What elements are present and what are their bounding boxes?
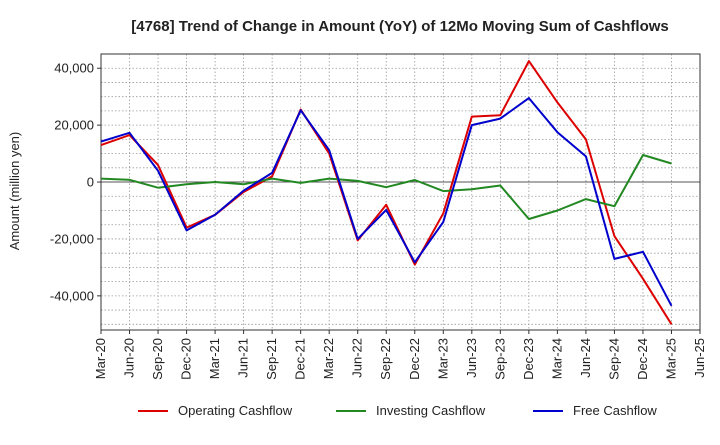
x-tick-label: Dec-21 <box>293 338 308 380</box>
x-tick-label: Jun-23 <box>464 338 479 378</box>
chart-title: [4768] Trend of Change in Amount (YoY) o… <box>131 18 669 35</box>
series-lines <box>100 60 673 325</box>
y-tick-label: 40,000 <box>54 61 94 76</box>
series-line-investing-cashflow <box>100 154 672 220</box>
legend-label: Free Cashflow <box>573 403 657 418</box>
x-tick-label: Dec-20 <box>179 338 194 380</box>
y-tick-label: -40,000 <box>50 288 94 303</box>
series-line-operating-cashflow <box>100 60 673 325</box>
x-tick-label: Dec-24 <box>635 338 650 380</box>
x-tick-label: Mar-21 <box>207 338 222 379</box>
y-axis-title: Amount (million yen) <box>7 132 22 251</box>
y-tick-label: 20,000 <box>54 118 94 133</box>
grid-lines <box>100 53 701 330</box>
y-tick-label: 0 <box>87 175 94 190</box>
x-tick-label: Dec-23 <box>521 338 536 380</box>
legend-label: Operating Cashflow <box>178 403 293 418</box>
x-tick-label: Mar-24 <box>549 338 564 379</box>
x-tick-label: Jun-20 <box>122 338 137 378</box>
axes: -40,000 -20,000 0 20,000 40,000 Mar-20 Jun-20 S… <box>50 53 707 380</box>
series-line-free-cashflow <box>100 97 673 307</box>
x-tick-label: Jun-25 <box>692 338 707 378</box>
x-tick-label: Sep-24 <box>606 338 621 380</box>
x-tick-label: Mar-25 <box>663 338 678 379</box>
x-tick-label: Sep-20 <box>150 338 165 380</box>
x-tick-label: Sep-21 <box>264 338 279 380</box>
x-tick-label: Sep-22 <box>378 338 393 380</box>
x-tick-label: Dec-22 <box>407 338 422 380</box>
x-tick-label: Jun-21 <box>236 338 251 378</box>
y-tick-label: -20,000 <box>50 231 94 246</box>
x-tick-label: Jun-22 <box>350 338 365 378</box>
x-tick-label: Jun-24 <box>578 338 593 378</box>
x-tick-label: Mar-22 <box>321 338 336 379</box>
x-tick-label: Sep-23 <box>492 338 507 380</box>
legend: Operating Cashflow Investing Cashflow Free… <box>138 403 657 418</box>
plot-frame <box>100 53 701 331</box>
x-tick-label: Mar-20 <box>93 338 108 379</box>
legend-label: Investing Cashflow <box>376 403 486 418</box>
x-tick-label: Mar-23 <box>435 338 450 379</box>
